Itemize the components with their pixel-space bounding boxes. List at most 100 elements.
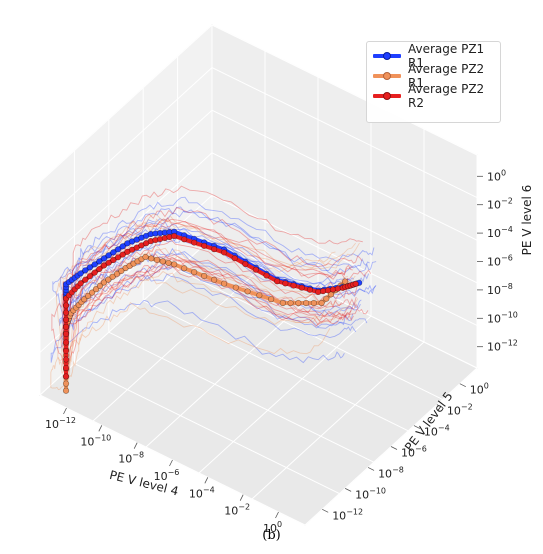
average-marker	[323, 295, 330, 302]
average-marker	[62, 302, 70, 309]
average-marker	[82, 276, 89, 283]
average-marker	[171, 232, 178, 240]
x-tick	[275, 511, 279, 519]
grid-line	[145, 289, 319, 448]
y-tick-label: 10−8	[378, 465, 404, 480]
z-tick-label: 100	[487, 168, 506, 183]
trajectory-line	[50, 301, 331, 391]
average-marker	[287, 299, 294, 307]
y-tick	[322, 508, 329, 513]
trajectory-line	[55, 220, 336, 384]
grid-line	[251, 341, 425, 500]
y-tick-label: 10−4	[424, 424, 450, 439]
trajectory-line	[65, 270, 359, 384]
average-marker	[91, 261, 98, 268]
x-tick	[204, 477, 209, 484]
y-tick-label: 10−10	[355, 486, 386, 501]
grid-line	[177, 268, 443, 400]
z-tick-label: 10−10	[487, 310, 518, 325]
y-tick	[367, 467, 375, 471]
x-tick-label: 10−6	[154, 468, 180, 483]
average-marker	[171, 261, 178, 268]
average-marker	[282, 280, 289, 287]
average-marker	[133, 244, 140, 251]
average-marker	[181, 265, 188, 272]
grid-line	[211, 109, 478, 241]
x-tick-label: 100	[263, 520, 282, 535]
z-tick-label: 10−6	[487, 254, 513, 269]
average-marker	[221, 280, 228, 287]
legend-item: Average PZ2 R2	[373, 82, 494, 110]
trajectory-line	[65, 185, 363, 375]
grid-line	[39, 109, 213, 268]
average-marker	[211, 246, 218, 253]
average-marker	[267, 296, 275, 303]
average-marker	[159, 258, 166, 265]
average-marker	[318, 299, 325, 307]
legend-swatch-pz2-r1	[373, 70, 401, 82]
average-marker	[165, 259, 172, 267]
x-tick	[239, 494, 244, 501]
legend-swatch-pz2-r2	[373, 90, 401, 102]
average-marker	[62, 364, 70, 372]
x-tick-label: 10−2	[224, 503, 250, 518]
average-marker	[263, 272, 270, 279]
grid-line	[39, 67, 213, 225]
average-marker	[62, 309, 70, 316]
average-marker	[81, 296, 88, 303]
trajectory-line	[65, 243, 356, 384]
average-marker	[256, 292, 263, 299]
average-marker	[86, 264, 94, 271]
average-marker	[211, 276, 218, 283]
average-marker	[113, 270, 121, 277]
average-marker	[96, 282, 104, 289]
average-marker	[138, 242, 145, 249]
x-tick	[98, 425, 103, 432]
grid-line	[39, 24, 213, 183]
x-tick-label: 10−10	[80, 433, 111, 448]
trajectory-line	[65, 196, 375, 331]
figure-caption: (b)	[262, 528, 281, 543]
trajectory-line	[62, 217, 353, 374]
trajectory-line	[59, 263, 354, 333]
average-marker	[274, 278, 281, 285]
trajectory-line	[65, 209, 377, 338]
average-marker	[306, 286, 314, 293]
legend-label: Average PZ2 R1	[408, 62, 485, 90]
x-tick	[133, 442, 138, 449]
grid-line	[108, 331, 375, 463]
average-marker	[221, 249, 228, 256]
y-tick-label: 10−2	[447, 403, 473, 418]
z-tick-label: 10−8	[487, 282, 513, 297]
average-marker	[124, 248, 131, 255]
grid-line	[142, 300, 409, 432]
y-tick	[459, 383, 466, 388]
average-marker	[62, 347, 70, 355]
trajectory-line	[65, 218, 360, 384]
average-marker	[352, 280, 359, 287]
average-marker	[62, 316, 70, 323]
average-marker	[105, 252, 112, 259]
trajectory-line	[65, 213, 357, 384]
average-marker	[109, 273, 116, 280]
average-marker	[231, 255, 238, 262]
average-marker	[110, 256, 117, 264]
average-marker	[119, 251, 126, 258]
average-marker	[201, 272, 208, 280]
grid-line	[211, 152, 478, 284]
average-marker	[91, 269, 98, 276]
average-marker	[118, 267, 125, 275]
average-marker	[62, 339, 70, 346]
trajectory-line	[62, 257, 354, 379]
y-tick	[413, 425, 421, 429]
x-tick-label: 10−12	[45, 416, 76, 431]
average-marker	[62, 323, 70, 330]
average-marker	[62, 380, 70, 387]
grid-line	[74, 363, 340, 495]
average-marker	[142, 253, 149, 261]
average-marker	[119, 243, 126, 250]
trajectory-line	[61, 262, 352, 375]
average-marker	[96, 265, 103, 273]
trajectory-line	[62, 218, 353, 378]
